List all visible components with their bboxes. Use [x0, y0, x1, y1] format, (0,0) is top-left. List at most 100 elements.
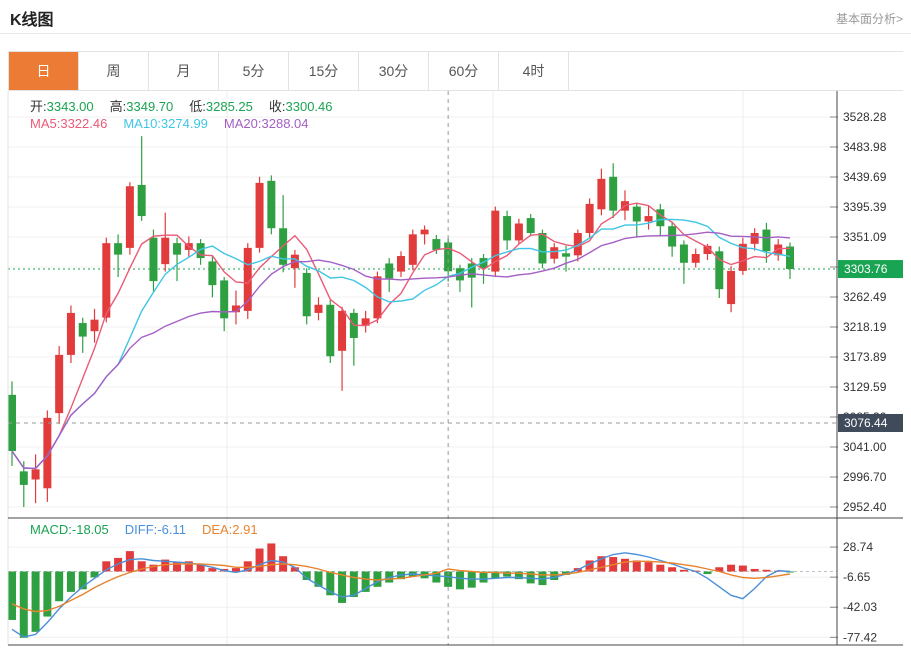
macd-bar	[668, 567, 677, 572]
price-tick-label: 3262.49	[843, 290, 887, 304]
macd-bar	[43, 571, 52, 617]
macd-bar	[727, 564, 736, 572]
candle	[585, 203, 594, 233]
macd-bar	[620, 558, 629, 572]
candle	[573, 232, 582, 256]
price-tick-label: 3218.19	[843, 320, 887, 334]
candle	[444, 242, 453, 272]
candle	[514, 223, 523, 241]
macd-bar	[786, 571, 795, 573]
legend-item: DEA:2.91	[201, 522, 258, 537]
legend-item: MA5:3322.46	[30, 116, 108, 131]
legend-item: MA10:3274.99	[123, 116, 208, 131]
candle	[102, 243, 111, 318]
price-tick-label: 3528.28	[843, 110, 887, 124]
candle	[455, 268, 464, 281]
ma10-line	[11, 218, 791, 470]
macd-bar	[184, 561, 193, 572]
price-tick-label: 3129.59	[843, 380, 887, 394]
macd-bar	[514, 571, 523, 580]
macd-bar	[361, 571, 370, 592]
page-title: K线图	[10, 12, 54, 29]
macd-bar	[550, 571, 559, 580]
macd-bar	[679, 569, 688, 572]
candle	[550, 247, 559, 259]
legend-item: 开:3343.00	[30, 99, 94, 114]
macd-tick-label: -6.65	[843, 570, 871, 584]
macd-bar	[161, 559, 170, 572]
macd-bar	[314, 571, 323, 587]
macd-bar	[738, 565, 747, 572]
tab-月[interactable]: 月	[149, 52, 219, 90]
legend-item: DIFF:-6.11	[124, 522, 186, 537]
crosshair-price-badge	[838, 413, 903, 432]
price-tick-label: 2952.40	[843, 500, 887, 514]
legend-item: 低:3285.25	[189, 99, 253, 114]
macd-bar	[31, 571, 40, 632]
candle	[243, 247, 252, 311]
macd-bar	[432, 571, 441, 583]
price-tick-label: 3439.69	[843, 170, 887, 184]
candle	[397, 256, 406, 272]
price-tick-label: 3351.09	[843, 230, 887, 244]
macd-bar	[644, 562, 653, 572]
tab-15分[interactable]: 15分	[289, 52, 359, 90]
fundamental-analysis-link[interactable]: 基本面分析>	[835, 12, 903, 26]
tab-5分[interactable]: 5分	[219, 52, 289, 90]
macd-bar	[373, 571, 382, 587]
dea-line	[11, 560, 791, 613]
macd-bar	[703, 571, 712, 575]
candle	[491, 210, 500, 272]
candle	[691, 253, 700, 263]
candle	[173, 243, 182, 255]
ma20-line	[11, 231, 791, 470]
candle	[562, 253, 571, 257]
candle	[503, 216, 512, 241]
macd-bar	[479, 571, 488, 583]
ma-legend: MA5:3322.46 MA10:3274.99 MA20:3288.04	[30, 116, 325, 131]
candle	[55, 354, 64, 414]
macd-bar	[243, 561, 252, 572]
candle	[90, 319, 99, 332]
macd-bar	[597, 556, 606, 572]
candle	[679, 244, 688, 263]
legend-item: 收:3300.46	[268, 99, 333, 114]
macd-bar	[114, 557, 123, 572]
candle	[267, 180, 276, 229]
candle	[762, 229, 771, 252]
tab-30分[interactable]: 30分	[359, 52, 429, 90]
candle	[538, 232, 547, 264]
candle	[114, 243, 123, 255]
tab-周[interactable]: 周	[79, 52, 149, 90]
candle	[609, 176, 618, 211]
macd-bar	[55, 571, 64, 602]
tab-60分[interactable]: 60分	[429, 52, 499, 90]
macd-bar	[338, 571, 347, 603]
macd-bar	[302, 571, 311, 580]
candle	[786, 246, 795, 270]
macd-bar	[196, 564, 205, 572]
candle	[361, 318, 370, 326]
macd-bar	[78, 571, 87, 590]
macd-bar	[491, 571, 500, 579]
candle	[255, 182, 264, 248]
diff-line	[11, 552, 791, 638]
macd-bar	[90, 571, 99, 578]
macd-bar	[208, 568, 217, 572]
candle	[78, 323, 87, 337]
macd-bar	[19, 571, 28, 638]
candle	[668, 226, 677, 247]
candle	[420, 229, 429, 235]
tab-4时[interactable]: 4时	[499, 52, 569, 90]
legend-item: MACD:-18.05	[30, 522, 109, 537]
candle	[196, 243, 205, 259]
candle	[479, 258, 488, 269]
macd-bar	[750, 568, 759, 572]
ma5-line	[11, 202, 791, 470]
header-divider	[0, 33, 911, 34]
candle	[43, 417, 52, 489]
tab-日[interactable]: 日	[9, 52, 79, 90]
macd-bar	[326, 571, 335, 596]
macd-bar	[715, 567, 724, 572]
